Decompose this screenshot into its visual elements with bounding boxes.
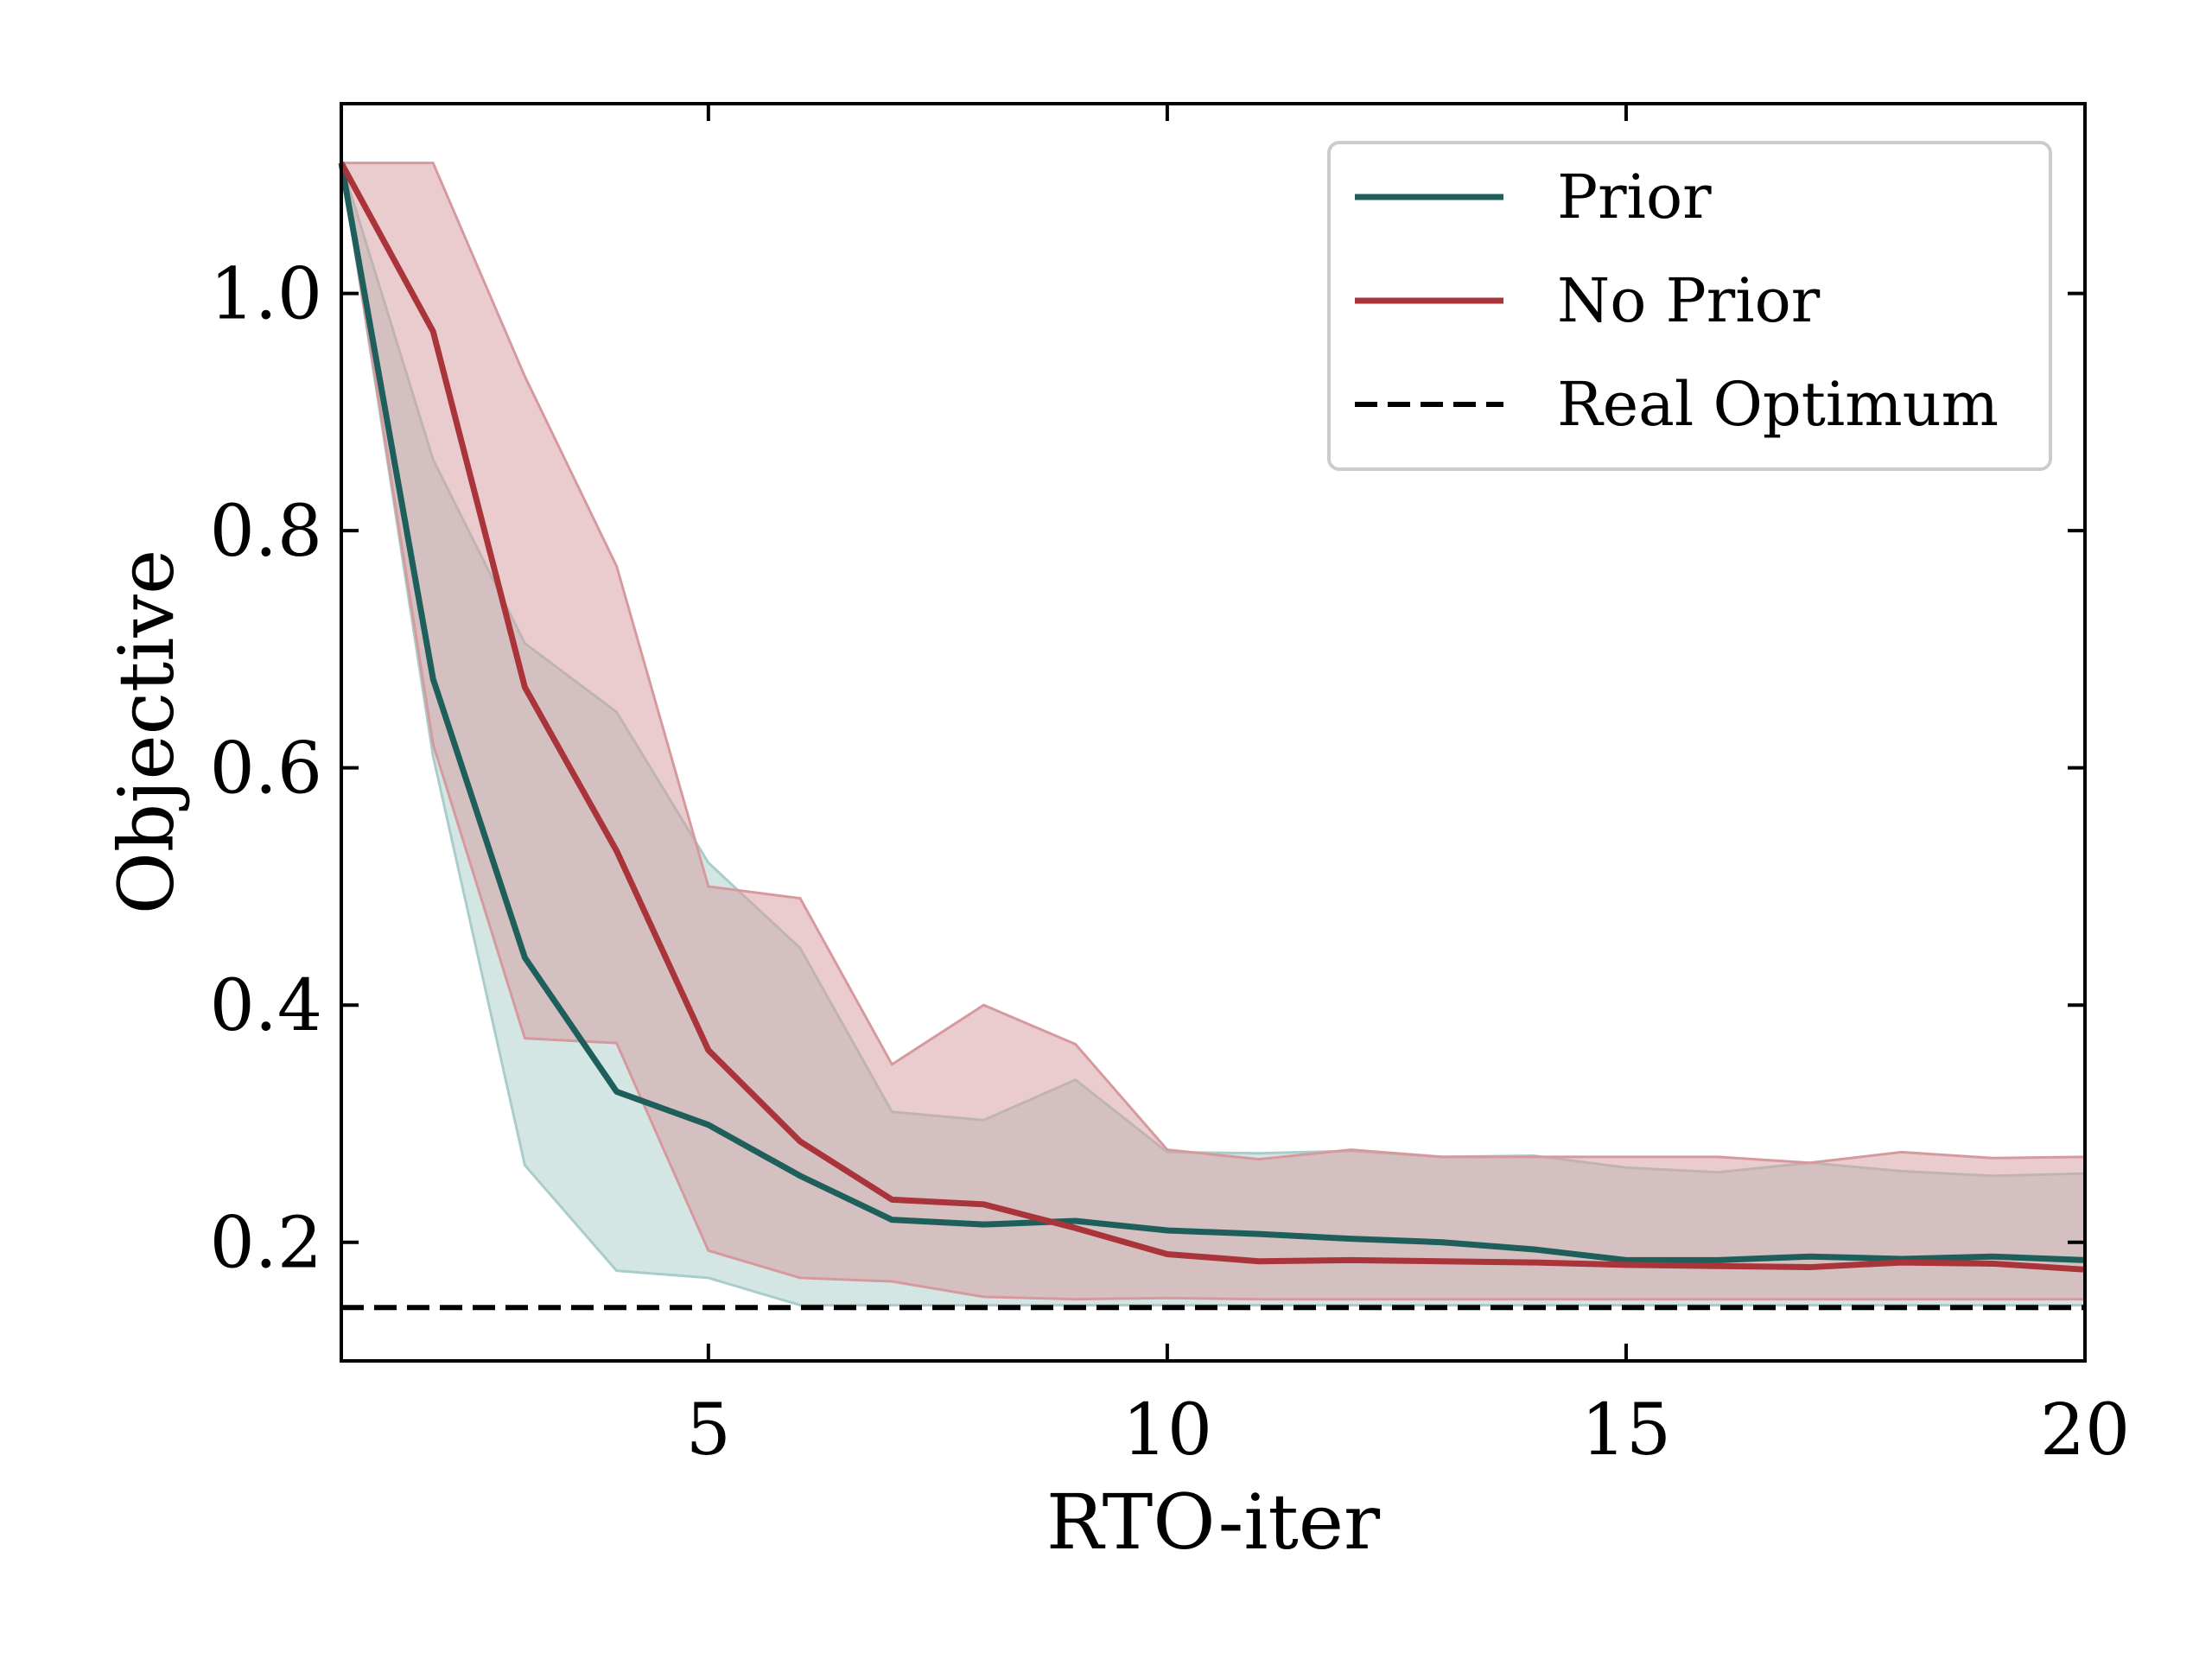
x-tick-label: 20 xyxy=(2040,1389,2130,1471)
y-tick-label: 0.2 xyxy=(210,1203,322,1285)
y-axis-label: Objective xyxy=(102,550,191,914)
axis-ticks: 5 10 15 20 0.2 0.4 0.6 0.8 1.0 xyxy=(210,104,2130,1471)
series-lines xyxy=(338,161,2086,1311)
legend-label-real-optimum: Real Optimum xyxy=(1557,369,1999,440)
legend: Prior No Prior Real Optimum xyxy=(1327,141,2052,471)
plot-frame xyxy=(340,102,2087,1363)
y-tick-label: 0.8 xyxy=(210,491,322,573)
x-tick-label: 5 xyxy=(686,1389,731,1471)
y-tick-label: 1.0 xyxy=(210,254,322,336)
y-tick-label: 0.4 xyxy=(210,965,322,1047)
legend-label-prior: Prior xyxy=(1557,162,1712,232)
x-tick-label: 10 xyxy=(1122,1389,1212,1471)
legend-box xyxy=(1327,141,2052,471)
x-axis-label: RTO-iter xyxy=(1046,1478,1381,1567)
prior-line xyxy=(338,162,2086,1263)
legend-label-no-prior: No Prior xyxy=(1557,265,1821,336)
no-prior-line xyxy=(338,161,2086,1273)
y-tick-label: 0.6 xyxy=(210,728,322,810)
x-tick-label: 15 xyxy=(1581,1389,1671,1471)
